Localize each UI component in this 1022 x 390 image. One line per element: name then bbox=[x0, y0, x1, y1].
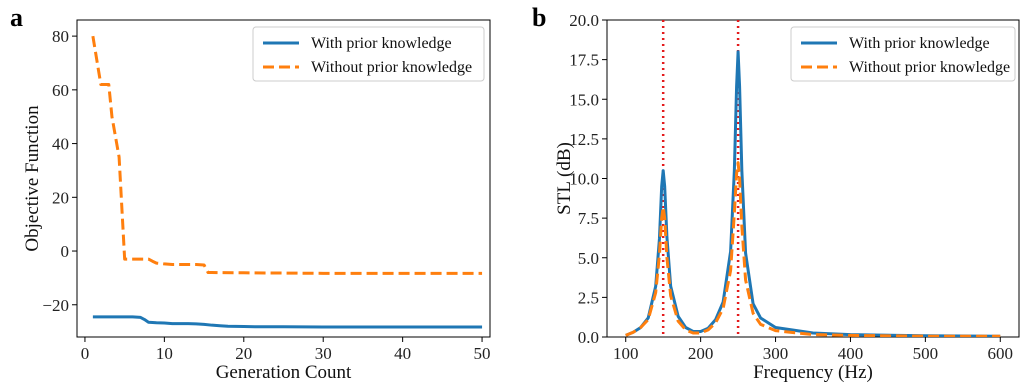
x-tick-label: 0 bbox=[81, 344, 90, 363]
y-tick-label: 17.5 bbox=[569, 51, 599, 70]
y-tick-label: 80 bbox=[52, 27, 69, 46]
y-tick-label: 60 bbox=[52, 81, 69, 100]
x-tick-label: 20 bbox=[235, 344, 252, 363]
legend-label: With prior knowledge bbox=[849, 35, 990, 52]
y-tick-label: 5.0 bbox=[578, 249, 599, 268]
y-tick-label: 20.0 bbox=[569, 11, 599, 30]
legend-label: Without prior knowledge bbox=[849, 59, 1010, 76]
series-line-without-prior bbox=[91, 35, 483, 275]
y-tick-label: 2.5 bbox=[578, 288, 599, 307]
legend-label: With prior knowledge bbox=[311, 35, 452, 52]
x-tick-label: 200 bbox=[688, 344, 714, 363]
x-tick-label: 10 bbox=[156, 344, 173, 363]
legend-box bbox=[790, 26, 1016, 82]
legend: With prior knowledge Without prior knowle… bbox=[790, 26, 1016, 82]
plot-area bbox=[625, 20, 1001, 337]
panel-letter: b bbox=[532, 3, 546, 32]
x-axis-label: Generation Count bbox=[216, 362, 352, 383]
x-tick-label: 40 bbox=[394, 344, 411, 363]
plot-frame bbox=[76, 19, 491, 338]
panel-letter: a bbox=[10, 3, 23, 32]
legend-label: Without prior knowledge bbox=[311, 59, 472, 76]
x-tick-label: 100 bbox=[613, 344, 639, 363]
y-tick-label: 0 bbox=[61, 242, 70, 261]
y-axis-label: STL (dB) bbox=[554, 142, 575, 215]
y-tick-label: 20 bbox=[52, 188, 69, 207]
panel-a: a 0 10 20 30 40 50 −20 0 20 40 60 80 Generation Count… bbox=[10, 3, 491, 383]
x-tick-label: 400 bbox=[838, 344, 864, 363]
plot-area bbox=[91, 35, 483, 329]
series-line-with-prior bbox=[92, 315, 483, 329]
x-tick-label: 600 bbox=[988, 344, 1014, 363]
x-tick-label: 500 bbox=[913, 344, 939, 363]
panel-b: b 100 200 300 400 500 600 0.0 2.5 5.0 7.5 10.0 12.5 1… bbox=[532, 3, 1020, 383]
legend: With prior knowledge Without prior knowle… bbox=[252, 26, 485, 82]
series-line-with-prior bbox=[625, 50, 1001, 337]
legend-box bbox=[252, 26, 485, 82]
x-axis-label: Frequency (Hz) bbox=[753, 362, 873, 383]
y-tick-label: 0.0 bbox=[578, 328, 599, 347]
x-tick-label: 300 bbox=[763, 344, 789, 363]
y-tick-label: −20 bbox=[42, 296, 69, 315]
y-axis-label: Objective Function bbox=[22, 105, 43, 252]
y-tick-label: 12.5 bbox=[569, 130, 599, 149]
series-line-without-prior bbox=[625, 161, 1001, 337]
y-tick-label: 40 bbox=[52, 135, 69, 154]
y-tick-label: 15.0 bbox=[569, 90, 599, 109]
x-tick-label: 30 bbox=[315, 344, 332, 363]
y-tick-label: 10.0 bbox=[569, 170, 599, 189]
x-tick-label: 50 bbox=[474, 344, 491, 363]
y-tick-label: 7.5 bbox=[578, 209, 599, 228]
